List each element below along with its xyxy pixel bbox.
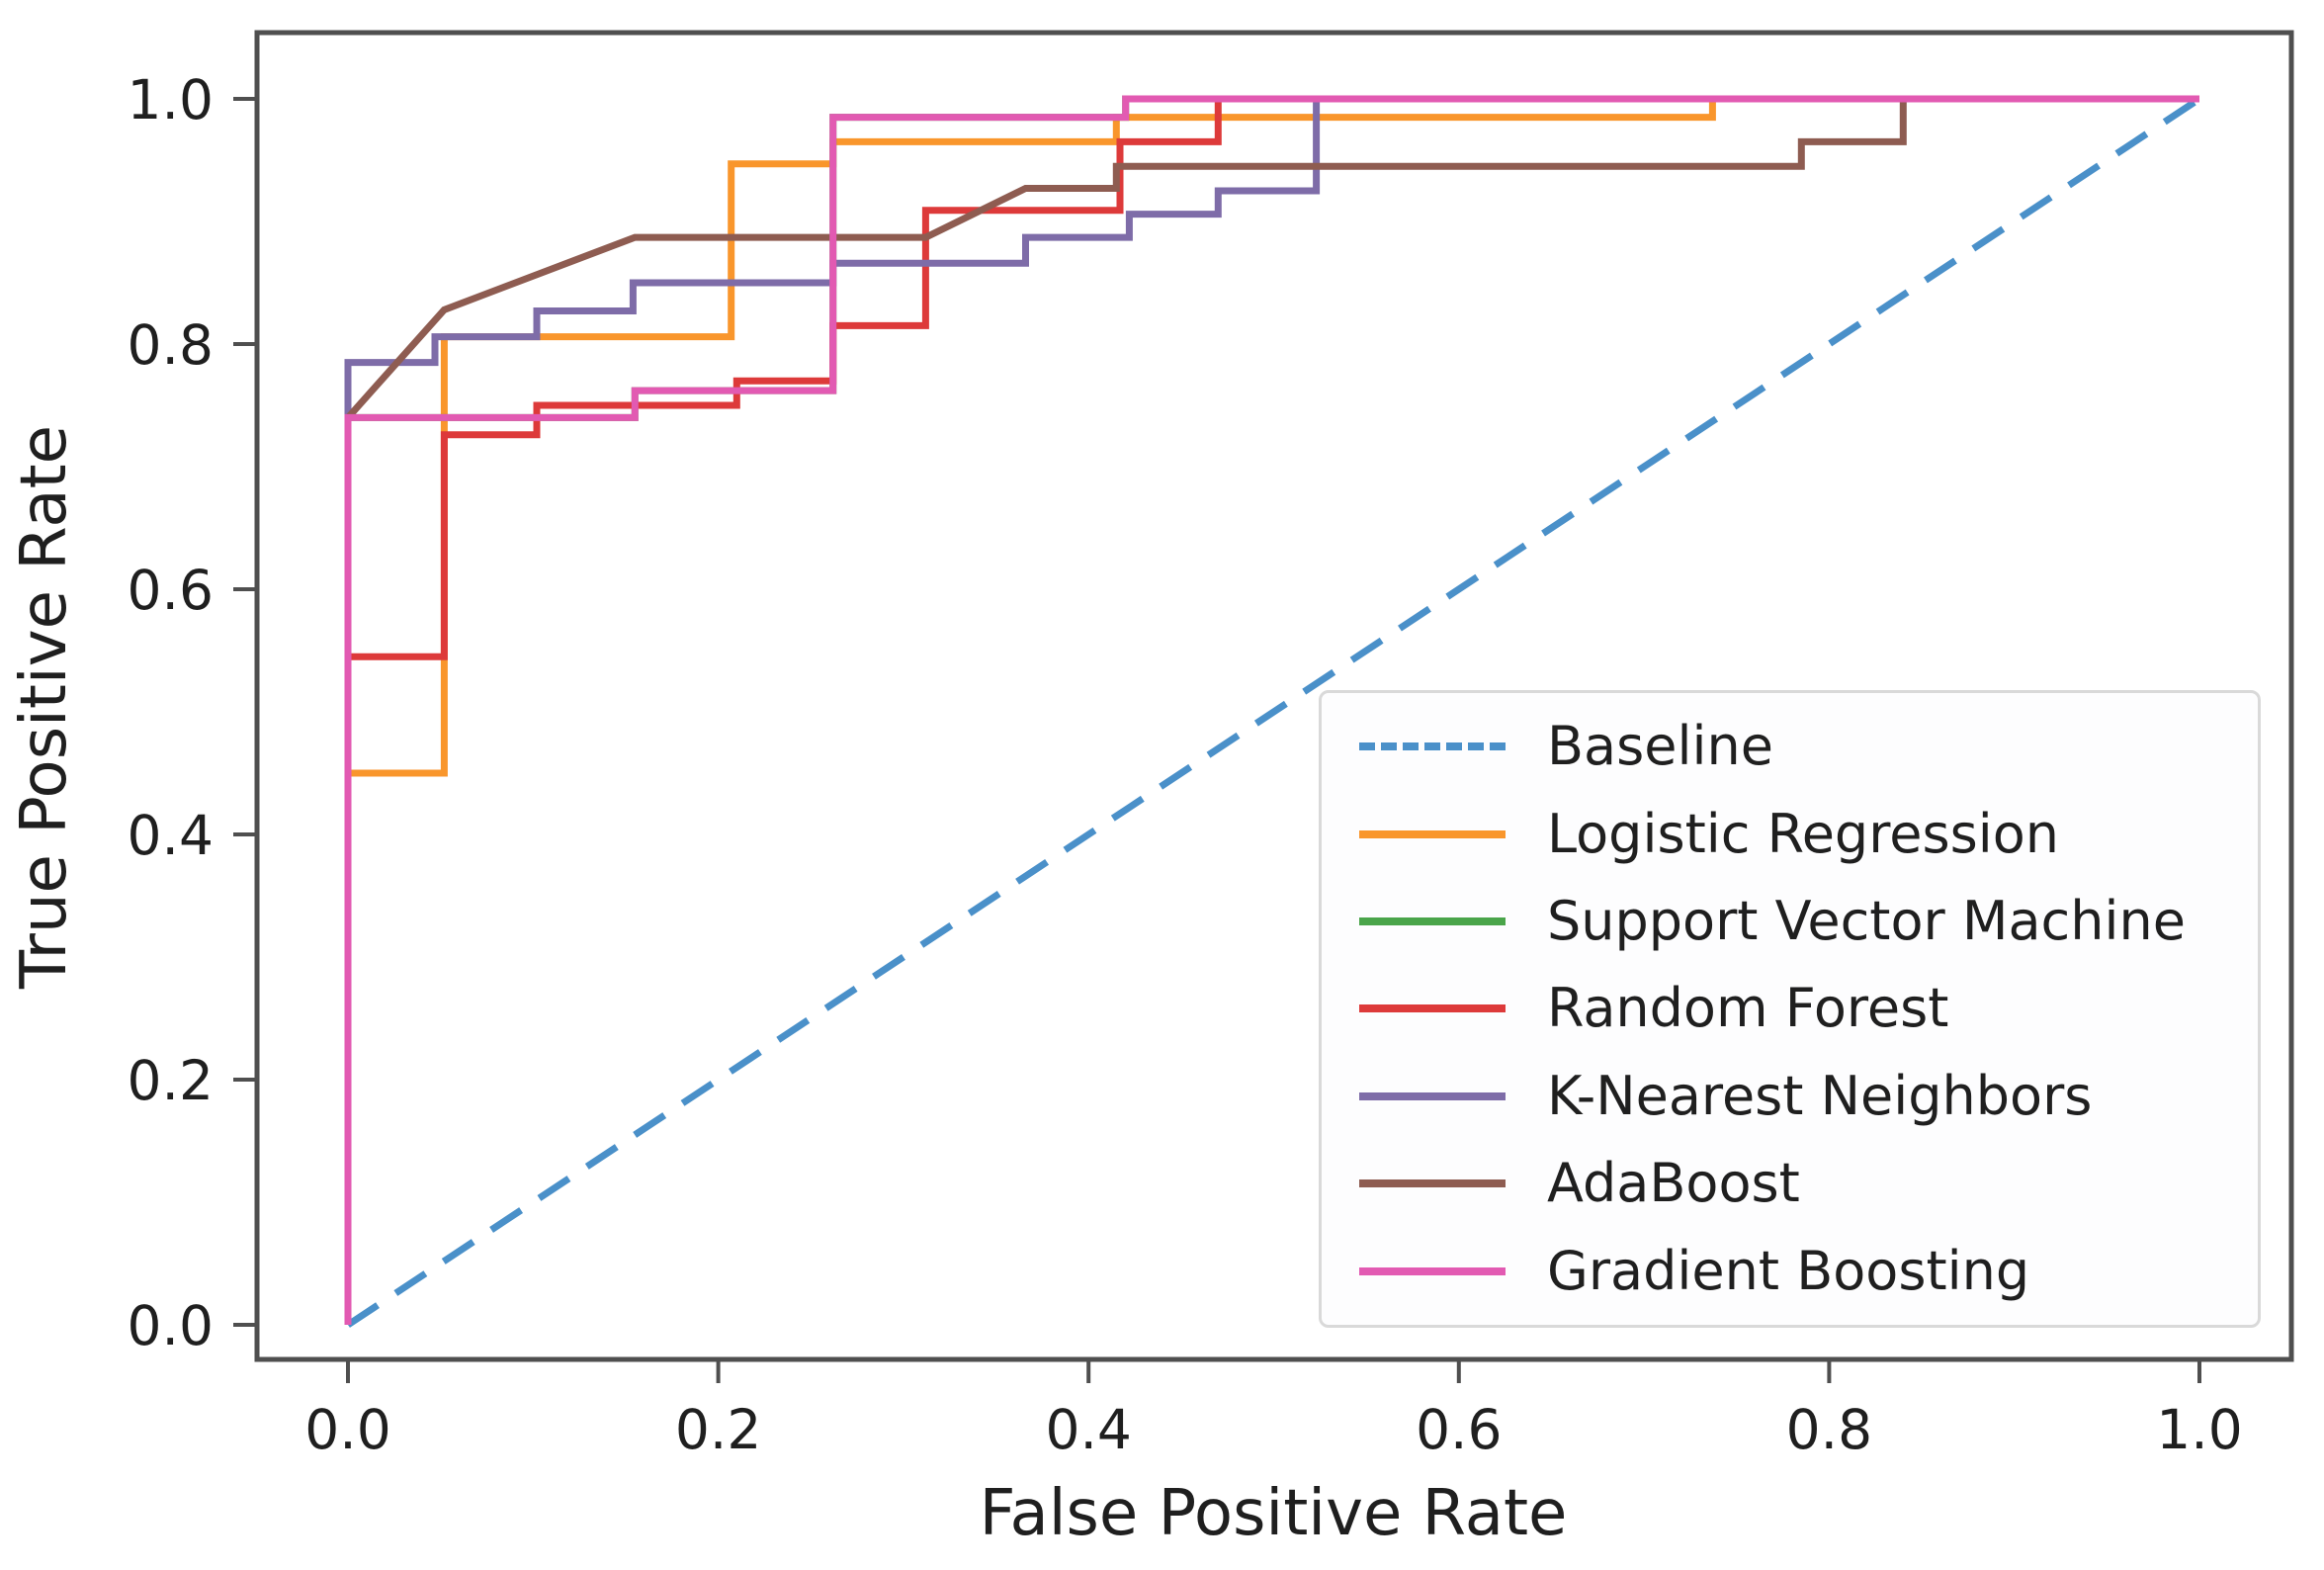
legend-label: Support Vector Machine bbox=[1547, 890, 2186, 953]
baseline-line-swatch bbox=[1359, 742, 1506, 751]
y-tick-label: 1.0 bbox=[128, 68, 214, 131]
legend-row-logistic-regression: Logistic Regression bbox=[1359, 795, 2258, 874]
legend-row-gradient-boosting: Gradient Boosting bbox=[1359, 1232, 2258, 1311]
legend-row-random-forest: Random Forest bbox=[1359, 969, 2258, 1048]
y-tick-label: 0.0 bbox=[128, 1294, 214, 1357]
random-forest-line-swatch bbox=[1359, 1004, 1506, 1013]
x-tick-label: 0.4 bbox=[1045, 1398, 1131, 1461]
adaboost-line-swatch bbox=[1359, 1179, 1506, 1188]
x-tick-label: 1.0 bbox=[2156, 1398, 2242, 1461]
series-line-baseline bbox=[346, 96, 2201, 1328]
legend-row-support-vector-machine: Support Vector Machine bbox=[1359, 882, 2258, 961]
y-tick-label: 0.4 bbox=[128, 804, 214, 867]
legend: Baseline Logistic Regression Support Vec… bbox=[1319, 690, 2261, 1328]
x-tick-label: 0.0 bbox=[304, 1398, 390, 1461]
k-nearest-neighbors-line-swatch bbox=[1359, 1091, 1506, 1100]
logistic-regression-line-swatch bbox=[1359, 829, 1506, 838]
ticks-group: 0.0 0.2 0.4 0.6 0.8 1.0 0.0 0.2 0.4 0.6 0.8 1.0 bbox=[128, 68, 2243, 1461]
x-axis-title: False Positive Rate bbox=[980, 1477, 1568, 1550]
y-tick-label: 0.8 bbox=[128, 313, 214, 377]
x-tick-label: 0.6 bbox=[1416, 1398, 1502, 1461]
legend-row-k-nearest-neighbors: K-Nearest Neighbors bbox=[1359, 1057, 2258, 1136]
series-line-gradient-boosting bbox=[344, 95, 2199, 1325]
legend-label: Random Forest bbox=[1547, 977, 1949, 1040]
legend-label: Logistic Regression bbox=[1547, 802, 2059, 865]
legend-label: K-Nearest Neighbors bbox=[1547, 1064, 2093, 1127]
y-axis-title: True Positive Rate bbox=[8, 425, 81, 990]
x-tick-label: 0.8 bbox=[1786, 1398, 1872, 1461]
x-tick-label: 0.2 bbox=[675, 1398, 761, 1461]
series-group bbox=[344, 95, 2201, 1328]
y-tick-label: 0.2 bbox=[128, 1049, 214, 1112]
legend-label: AdaBoost bbox=[1547, 1152, 1800, 1215]
gradient-boosting-line-swatch bbox=[1359, 1266, 1506, 1275]
legend-label: Baseline bbox=[1547, 715, 1773, 778]
legend-row-baseline: Baseline bbox=[1359, 707, 2258, 786]
y-tick-label: 0.6 bbox=[128, 559, 214, 622]
series-line-adaboost bbox=[344, 95, 2199, 1325]
legend-row-adaboost: AdaBoost bbox=[1359, 1144, 2258, 1223]
support-vector-machine-line-swatch bbox=[1359, 917, 1506, 926]
legend-label: Gradient Boosting bbox=[1547, 1239, 2030, 1302]
